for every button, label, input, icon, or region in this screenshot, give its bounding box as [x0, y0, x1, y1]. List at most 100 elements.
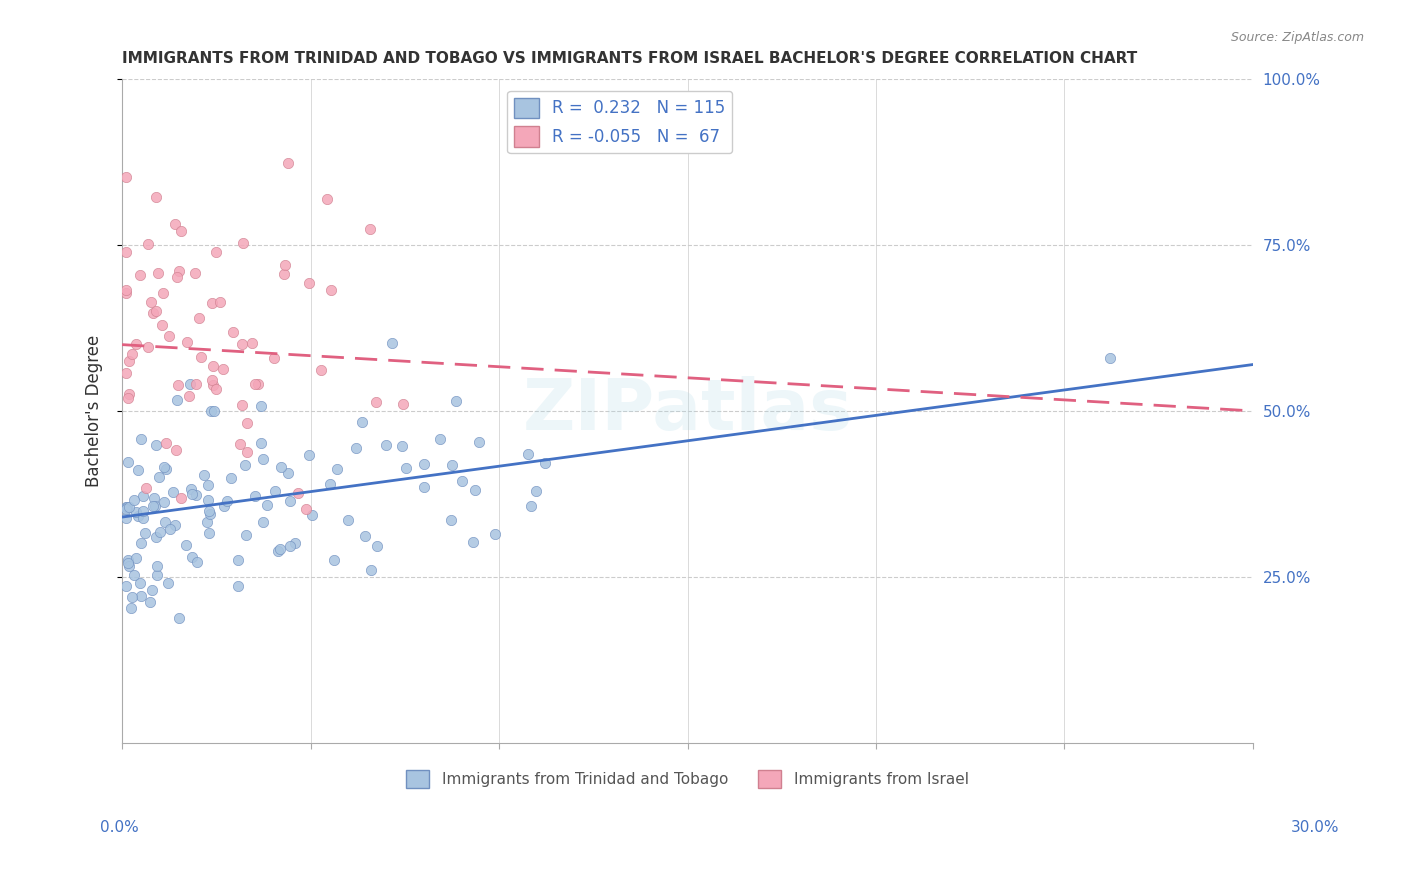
Point	[319, 477, 342, 491]
Point	[464, 483, 486, 497]
Point	[280, 493, 302, 508]
Point	[145, 303, 167, 318]
Point	[193, 467, 215, 482]
Point	[263, 351, 285, 365]
Point	[236, 416, 259, 430]
Point	[159, 522, 181, 536]
Point	[134, 526, 156, 541]
Point	[115, 502, 138, 516]
Point	[359, 222, 381, 236]
Point	[236, 444, 259, 458]
Point	[114, 169, 136, 184]
Point	[131, 432, 153, 446]
Point	[125, 550, 148, 565]
Point	[135, 481, 157, 495]
Point	[153, 515, 176, 529]
Point	[215, 494, 238, 508]
Point	[516, 447, 538, 461]
Point	[360, 563, 382, 577]
Point	[121, 590, 143, 604]
Point	[157, 576, 180, 591]
Point	[197, 525, 219, 540]
Point	[337, 513, 360, 527]
Point	[136, 340, 159, 354]
Point	[163, 217, 186, 231]
Point	[278, 539, 301, 553]
Point	[117, 455, 139, 469]
Point	[114, 286, 136, 301]
Point	[166, 392, 188, 407]
Point	[152, 495, 174, 509]
Legend: Immigrants from Trinidad and Tobago, Immigrants from Israel: Immigrants from Trinidad and Tobago, Imm…	[401, 764, 974, 795]
Point	[295, 502, 318, 516]
Point	[170, 491, 193, 505]
Point	[146, 559, 169, 574]
Point	[124, 567, 146, 582]
Point	[412, 479, 434, 493]
Point	[284, 536, 307, 550]
Point	[263, 483, 285, 498]
Point	[131, 504, 153, 518]
Text: 30.0%: 30.0%	[1291, 821, 1339, 835]
Point	[441, 458, 464, 472]
Point	[117, 553, 139, 567]
Point	[524, 484, 547, 499]
Point	[212, 362, 235, 376]
Point	[287, 486, 309, 500]
Point	[114, 579, 136, 593]
Point	[181, 549, 204, 564]
Point	[395, 460, 418, 475]
Point	[301, 508, 323, 523]
Text: ZIPatlas: ZIPatlas	[523, 376, 852, 445]
Point	[247, 376, 270, 391]
Point	[129, 268, 152, 282]
Point	[198, 504, 221, 518]
Point	[366, 539, 388, 553]
Point	[155, 462, 177, 476]
Point	[197, 477, 219, 491]
Point	[117, 556, 139, 570]
Point	[117, 391, 139, 405]
Point	[142, 306, 165, 320]
Point	[145, 530, 167, 544]
Point	[252, 452, 274, 467]
Point	[120, 600, 142, 615]
Point	[162, 484, 184, 499]
Point	[235, 528, 257, 542]
Point	[269, 542, 291, 557]
Point	[252, 515, 274, 529]
Point	[125, 337, 148, 351]
Point	[139, 595, 162, 609]
Point	[114, 245, 136, 260]
Point	[256, 499, 278, 513]
Text: 0.0%: 0.0%	[100, 821, 139, 835]
Point	[273, 268, 295, 282]
Point	[121, 346, 143, 360]
Point	[142, 499, 165, 513]
Point	[468, 434, 491, 449]
Point	[184, 488, 207, 502]
Point	[122, 493, 145, 508]
Point	[204, 244, 226, 259]
Point	[219, 471, 242, 485]
Point	[170, 224, 193, 238]
Point	[250, 436, 273, 450]
Point	[200, 404, 222, 418]
Point	[132, 510, 155, 524]
Point	[226, 578, 249, 592]
Point	[242, 336, 264, 351]
Point	[166, 269, 188, 284]
Point	[233, 458, 256, 473]
Point	[167, 263, 190, 277]
Point	[145, 190, 167, 204]
Point	[231, 336, 253, 351]
Point	[461, 535, 484, 549]
Point	[250, 399, 273, 413]
Point	[298, 448, 321, 462]
Point	[202, 403, 225, 417]
Point	[136, 236, 159, 251]
Point	[114, 283, 136, 297]
Point	[132, 489, 155, 503]
Point	[169, 610, 191, 624]
Point	[381, 335, 404, 350]
